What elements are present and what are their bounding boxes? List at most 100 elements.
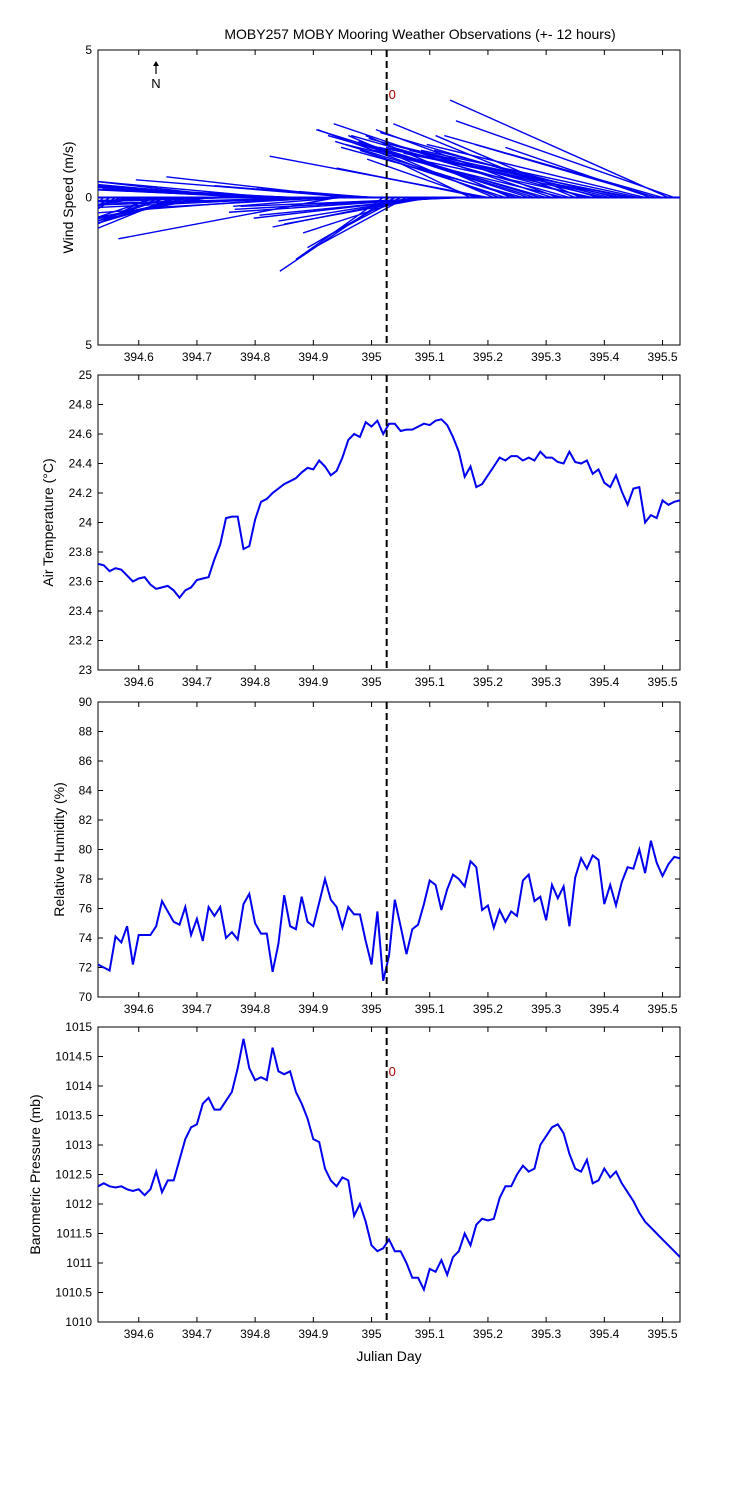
- plot-area: [98, 840, 680, 982]
- y-tick-label: 84: [79, 784, 93, 798]
- panel-3: 394.6 394.7 394.8 394.9 395 395.1 395.2 395.3 39…: [51, 695, 681, 1016]
- wind-vector: [98, 196, 221, 202]
- x-tick-label: 395.2: [473, 350, 503, 364]
- wind-vector: [455, 120, 675, 199]
- x-tick-label: 395.4: [589, 1327, 619, 1341]
- y-tick-label: 78: [79, 872, 93, 886]
- y-tick-label: 80: [79, 843, 93, 857]
- x-tick-label: 395.5: [648, 1002, 678, 1016]
- x-tick-label: 395.1: [415, 350, 445, 364]
- x-tick-label: 395.4: [589, 1002, 619, 1016]
- plot-area: [98, 418, 680, 600]
- x-tick-label: 394.8: [240, 675, 270, 689]
- y-tick-label: 74: [79, 931, 93, 945]
- wind-vector: [374, 149, 593, 199]
- y-tick-label: 24.2: [69, 486, 93, 500]
- y-tick-label: 23: [79, 663, 93, 677]
- y-axis-label: Air Temperature (°C): [40, 458, 56, 586]
- wind-vector: [319, 196, 465, 205]
- y-axis-label: Relative Humidity (%): [51, 782, 67, 917]
- y-tick-label: 88: [79, 725, 93, 739]
- wind-vector: [98, 196, 174, 229]
- x-tick-label: 394.6: [124, 350, 154, 364]
- x-tick-label: 395.2: [473, 675, 503, 689]
- panel-2: 394.6 394.7 394.8 394.9 395 395.1 395.2 395.3 39…: [40, 368, 681, 689]
- y-tick-label: 70: [79, 990, 93, 1004]
- x-tick-label: 395: [362, 1327, 382, 1341]
- wind-vector: [378, 146, 634, 199]
- y-tick-label: 1011.5: [56, 1227, 92, 1241]
- y-tick-label: 23.8: [69, 545, 93, 559]
- x-tick-label: 394.7: [182, 1327, 212, 1341]
- wind-vector: [420, 149, 640, 199]
- x-tick-label: 394.6: [124, 1002, 154, 1016]
- wind-vector: [350, 134, 570, 199]
- y-tick-label: 23.6: [69, 575, 93, 589]
- wind-vector: [444, 134, 663, 199]
- wind-vector: [426, 143, 646, 199]
- x-tick-label: 394.8: [240, 1002, 270, 1016]
- wind-vector: [279, 196, 390, 272]
- y-tick-label: 1015: [65, 1020, 92, 1034]
- x-tick-label: 395.2: [473, 1327, 503, 1341]
- y-tick-label: 24.4: [69, 457, 93, 471]
- panel-1: 394.6 394.7 394.8 394.9 395 395.1 395.2 395.3 39…: [60, 43, 681, 364]
- wind-vector: [393, 123, 576, 199]
- x-tick-label: 394.6: [124, 675, 154, 689]
- x-tick-label: 395.2: [473, 1002, 503, 1016]
- wind-vector: [98, 196, 232, 203]
- y-tick-label: 1014.5: [55, 1050, 92, 1064]
- y-tick-label: 1011: [66, 1256, 92, 1270]
- y-tick-label: 90: [79, 695, 93, 709]
- x-tick-label: 395.5: [648, 675, 678, 689]
- wind-vector: [366, 158, 477, 199]
- y-axis-label: Barometric Pressure (mb): [27, 1094, 43, 1254]
- y-tick-label: 1010: [65, 1315, 92, 1329]
- plot-area: [98, 99, 680, 272]
- wind-vector: [233, 196, 343, 208]
- x-tick-label: 395.1: [415, 675, 445, 689]
- y-tick-label: 1014: [65, 1079, 92, 1093]
- x-tick-label: 395.5: [648, 1327, 678, 1341]
- x-tick-label: 394.7: [182, 675, 212, 689]
- y-tick-label: 24.6: [69, 427, 93, 441]
- x-tick-label: 395.5: [648, 350, 678, 364]
- x-tick-label: 394.9: [298, 350, 328, 364]
- y-tick-label: 25: [79, 368, 93, 382]
- wind-vector: [98, 180, 273, 199]
- wind-vector: [98, 196, 192, 220]
- x-tick-label: 394.7: [182, 1002, 212, 1016]
- y-tick-label: 1013.5: [55, 1109, 92, 1123]
- x-tick-label: 395.4: [589, 675, 619, 689]
- wind-vector: [449, 99, 669, 199]
- data-line: [98, 418, 680, 600]
- wind-vector: [98, 196, 186, 224]
- x-tick-label: 395.1: [415, 1327, 445, 1341]
- wind-vector: [98, 196, 157, 218]
- data-line: [98, 1038, 680, 1293]
- y-tick-label: 1010.5: [55, 1286, 92, 1300]
- wind-vector: [359, 149, 506, 199]
- x-tick-label: 394.9: [298, 675, 328, 689]
- wind-vector: [148, 196, 331, 209]
- wind-vector: [340, 146, 524, 199]
- wind-vector: [319, 193, 378, 199]
- y-tick-label: 5: [85, 338, 92, 352]
- y-tick-label: 23.4: [69, 604, 93, 618]
- x-tick-label: 394.9: [298, 1002, 328, 1016]
- figure-title: MOBY257 MOBY Mooring Weather Observation…: [224, 26, 615, 42]
- north-label: N: [151, 76, 160, 91]
- axes-box: [97, 374, 681, 671]
- wind-vector: [269, 155, 489, 199]
- wind-vector: [98, 188, 296, 199]
- x-axis-label: Julian Day: [356, 1348, 421, 1364]
- x-tick-label: 394.8: [240, 350, 270, 364]
- y-tick-label: 1012: [65, 1197, 92, 1211]
- panel-4: 394.6 394.7 394.8 394.9 395 395.1 395.2 395.3 39…: [27, 1020, 681, 1364]
- marker-label: 0: [389, 1064, 396, 1079]
- y-tick-label: 24: [79, 516, 93, 530]
- x-tick-label: 394.8: [240, 1327, 270, 1341]
- x-tick-label: 394.7: [182, 350, 212, 364]
- wind-vector: [403, 152, 622, 199]
